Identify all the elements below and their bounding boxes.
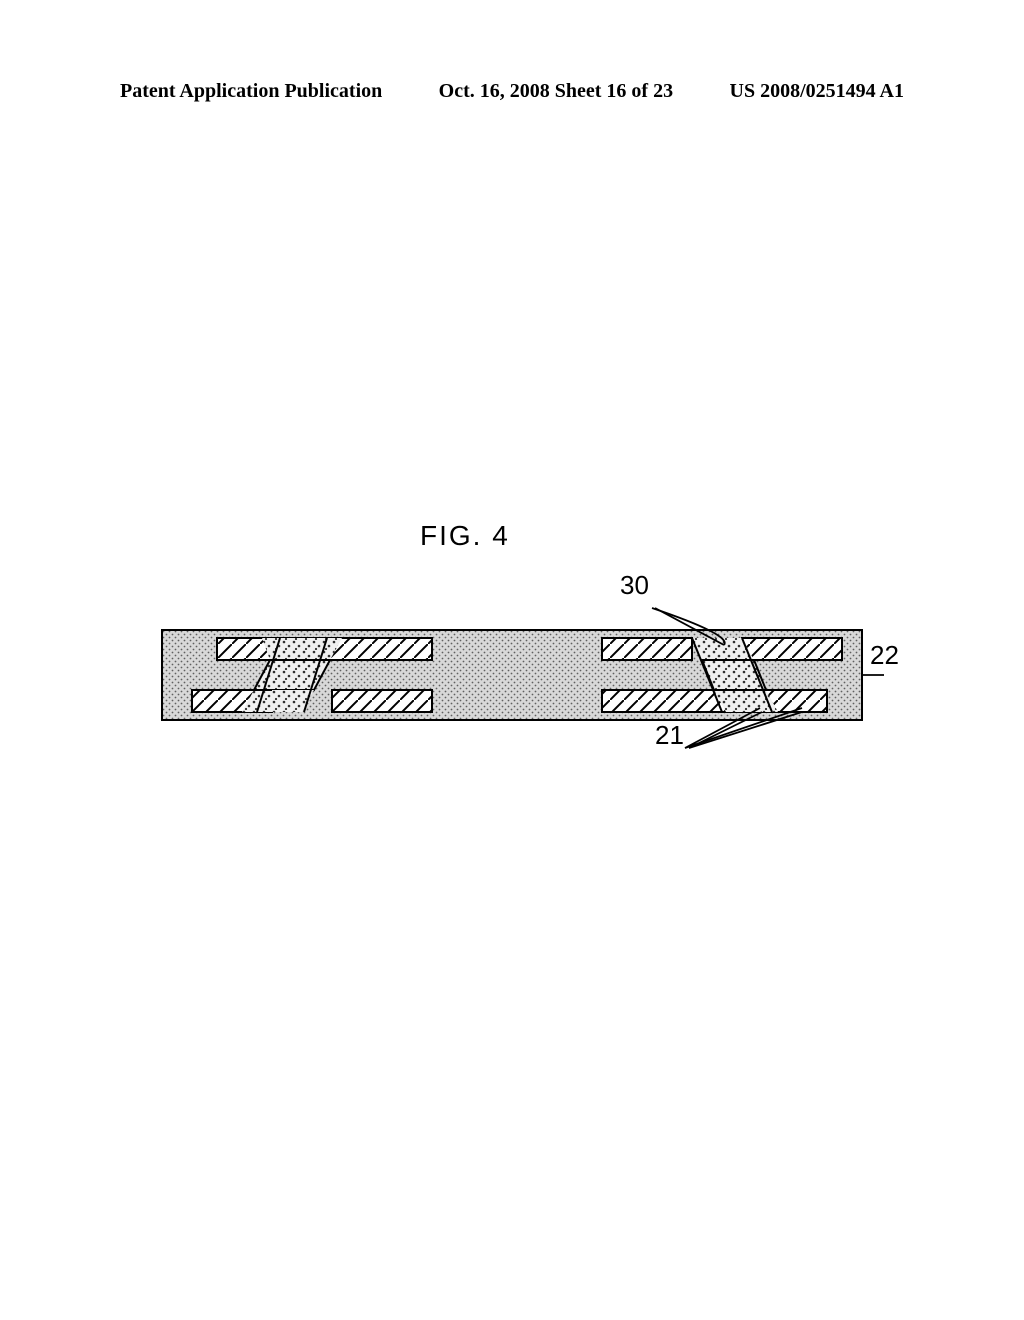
header-right: US 2008/0251494 A1 [730, 80, 904, 103]
header-left: Patent Application Publication [120, 80, 382, 103]
conductor-top-2 [602, 638, 692, 660]
figure-4-diagram [142, 600, 902, 760]
patent-header: Patent Application Publication Oct. 16, … [0, 80, 1024, 103]
figure-label: FIG. 4 [420, 520, 510, 552]
conductor-top-3 [742, 638, 842, 660]
header-center: Oct. 16, 2008 Sheet 16 of 23 [439, 80, 673, 103]
via-left-bot [242, 690, 314, 712]
conductor-bot-2 [332, 690, 432, 712]
ref-30: 30 [620, 570, 649, 601]
